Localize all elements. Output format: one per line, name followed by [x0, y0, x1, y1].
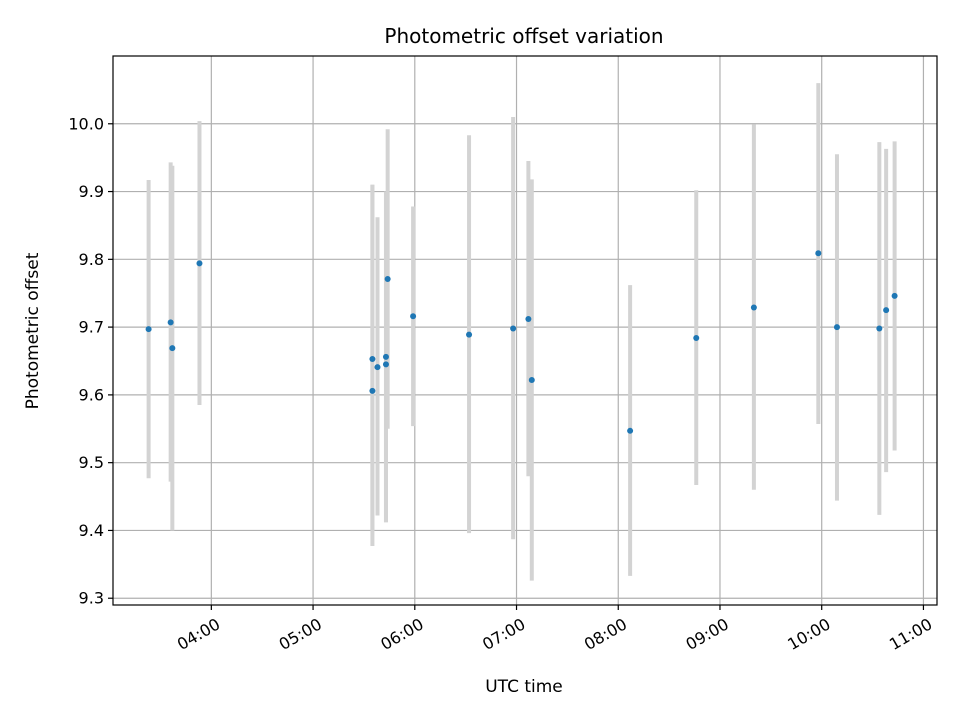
- data-point: [382, 353, 389, 360]
- x-axis-ticks: 04:00 05:00 06:00 07:00 08:00 09:00 10:00 11:00: [174, 605, 935, 654]
- x-axis-label: UTC time: [485, 677, 563, 697]
- y-tick-label: 9.7: [79, 318, 104, 337]
- data-point: [750, 304, 757, 311]
- data-point: [815, 250, 822, 257]
- data-point: [167, 319, 174, 326]
- y-axis-ticks: 9.3 9.4 9.5 9.6 9.7 9.8 9.9 10.0: [68, 114, 113, 608]
- data-point: [876, 325, 883, 332]
- grid: [113, 56, 937, 605]
- chart-title: Photometric offset variation: [384, 24, 663, 48]
- data-point: [891, 292, 898, 299]
- y-tick-label: 9.8: [79, 250, 104, 269]
- x-tick-label: 11:00: [886, 614, 935, 654]
- data-point: [369, 355, 376, 362]
- x-tick-label: 04:00: [174, 614, 223, 654]
- y-tick-label: 9.4: [79, 521, 104, 540]
- x-tick-label: 10:00: [784, 614, 833, 654]
- data-points: [145, 250, 898, 434]
- data-point: [510, 325, 517, 332]
- plot-frame: [112, 55, 938, 606]
- data-point: [145, 326, 152, 333]
- data-point: [693, 334, 700, 341]
- data-point: [525, 315, 532, 322]
- x-tick-label: 09:00: [683, 614, 732, 654]
- data-point: [528, 376, 535, 383]
- data-point: [369, 387, 376, 394]
- data-point: [169, 345, 176, 352]
- y-tick-label: 10.0: [68, 114, 104, 133]
- data-point: [883, 307, 890, 314]
- data-point: [196, 260, 203, 267]
- data-point: [374, 364, 381, 371]
- y-tick-label: 9.9: [79, 182, 104, 201]
- x-tick-label: 05:00: [276, 614, 325, 654]
- data-point: [466, 331, 473, 338]
- x-tick-label: 06:00: [377, 614, 426, 654]
- y-tick-label: 9.5: [79, 453, 104, 472]
- y-axis-label: Photometric offset: [23, 252, 43, 409]
- x-tick-label: 07:00: [479, 614, 528, 654]
- data-point: [382, 361, 389, 368]
- y-tick-label: 9.3: [79, 589, 104, 608]
- data-point: [384, 275, 391, 282]
- x-tick-label: 08:00: [581, 614, 630, 654]
- error-bars: [146, 83, 897, 581]
- y-tick-label: 9.6: [79, 385, 104, 404]
- data-point: [833, 324, 840, 331]
- data-point: [627, 427, 634, 434]
- data-point: [410, 313, 417, 320]
